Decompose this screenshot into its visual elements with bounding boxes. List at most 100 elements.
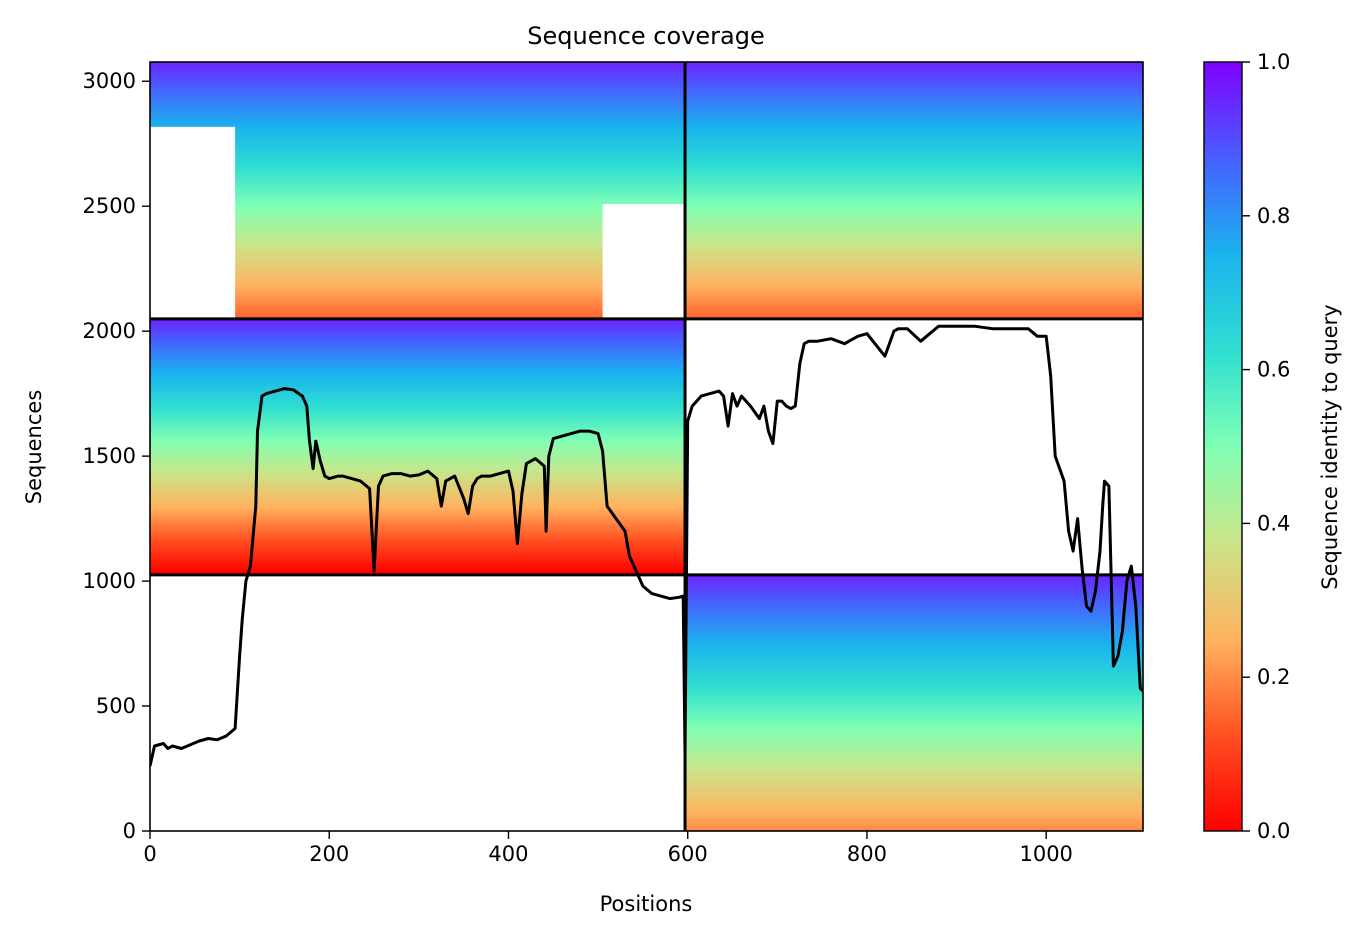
coverage-band (235, 203, 603, 208)
block-bottom-right (685, 574, 1143, 831)
coverage-band (235, 238, 603, 243)
plot-area (150, 62, 1143, 831)
coverage-band (150, 386, 686, 390)
coverage-band (685, 632, 1143, 637)
coverage-band (685, 277, 1143, 281)
coverage-band (150, 392, 686, 397)
coverage-band (150, 494, 686, 499)
coverage-band (235, 193, 686, 198)
coverage-band (235, 222, 603, 227)
coverage-band (150, 453, 686, 458)
coverage-band (150, 110, 686, 114)
coverage-band (685, 312, 1143, 317)
coverage-band (685, 747, 1143, 752)
coverage-band (150, 376, 686, 381)
coverage-band (150, 507, 686, 512)
y-axis-ticks: 0 500 1000 1500 2000 2500 3000 (83, 69, 150, 843)
coverage-band (685, 779, 1143, 784)
coverage-band (150, 558, 686, 563)
coverage-band (235, 219, 603, 224)
x-axis-label: Positions (600, 892, 693, 916)
coverage-band (150, 421, 686, 426)
coverage-band (685, 219, 1143, 224)
coverage-band (235, 139, 686, 143)
colorbar-frame (1203, 61, 1243, 832)
coverage-band (235, 158, 686, 163)
coverage-band (150, 68, 686, 73)
coverage-band (150, 74, 686, 79)
coverage-band (150, 466, 686, 470)
coverage-band (685, 597, 1143, 602)
coverage-band (685, 106, 1143, 111)
coverage-band (150, 354, 686, 358)
y-tick-label: 3000 (83, 69, 136, 93)
coverage-band (685, 731, 1143, 736)
coverage-band (235, 132, 686, 137)
coverage-band (235, 283, 603, 288)
coverage-band (685, 802, 1143, 806)
coverage-band (685, 251, 1143, 256)
coverage-band (685, 683, 1143, 688)
coverage-band (150, 328, 686, 333)
coverage-band (685, 664, 1143, 669)
coverage-band (150, 113, 686, 118)
coverage-band (150, 344, 686, 349)
coverage-band (685, 206, 1143, 211)
coverage-band (150, 434, 686, 438)
coverage-band (685, 574, 1143, 579)
coverage-band (685, 200, 1143, 204)
coverage-band (685, 273, 1143, 278)
colorbar-tick-label: 0.0 (1257, 819, 1290, 843)
coverage-band (235, 280, 603, 285)
coverage-band (150, 78, 686, 82)
coverage-band (685, 702, 1143, 707)
coverage-band (685, 770, 1143, 774)
coverage-band (685, 603, 1143, 608)
coverage-band (150, 427, 686, 432)
coverage-band (235, 180, 686, 185)
coverage-band (235, 161, 686, 166)
coverage-band (685, 782, 1143, 787)
plot-frame (149, 61, 1144, 832)
coverage-band (685, 267, 1143, 272)
coverage-band (685, 87, 1143, 92)
coverage-band (685, 180, 1143, 185)
coverage-band (685, 257, 1143, 262)
coverage-band (235, 257, 603, 262)
coverage-band (685, 293, 1143, 298)
coverage-band (685, 65, 1143, 70)
coverage-band (150, 523, 686, 528)
coverage-band (150, 97, 686, 102)
coverage-band (685, 280, 1143, 285)
coverage-band (150, 488, 686, 493)
coverage-band (150, 100, 686, 105)
coverage-band (150, 363, 686, 368)
coverage-band (685, 808, 1143, 813)
coverage-band (685, 283, 1143, 288)
coverage-band (685, 696, 1143, 701)
coverage-band (685, 712, 1143, 717)
coverage-band (235, 129, 686, 134)
coverage-band (150, 347, 686, 352)
coverage-band (685, 203, 1143, 208)
coverage-band (150, 565, 686, 570)
coverage-band (685, 648, 1143, 653)
coverage-band (685, 139, 1143, 143)
coverage-band (235, 306, 603, 310)
coverage-band (235, 196, 686, 201)
coverage-band (235, 235, 603, 240)
coverage-band (150, 398, 686, 403)
coverage-band (235, 267, 603, 272)
block-top-right (685, 62, 1143, 320)
coverage-band (235, 309, 603, 314)
coverage-band (685, 81, 1143, 86)
coverage-band (150, 389, 686, 394)
coverage-band (685, 786, 1143, 790)
coverage-band (685, 290, 1143, 294)
coverage-band (685, 155, 1143, 159)
coverage-band (235, 264, 603, 269)
coverage-band (235, 212, 603, 217)
x-tick-label: 1000 (1019, 842, 1072, 866)
coverage-band (150, 382, 686, 387)
coverage-band (235, 270, 603, 275)
